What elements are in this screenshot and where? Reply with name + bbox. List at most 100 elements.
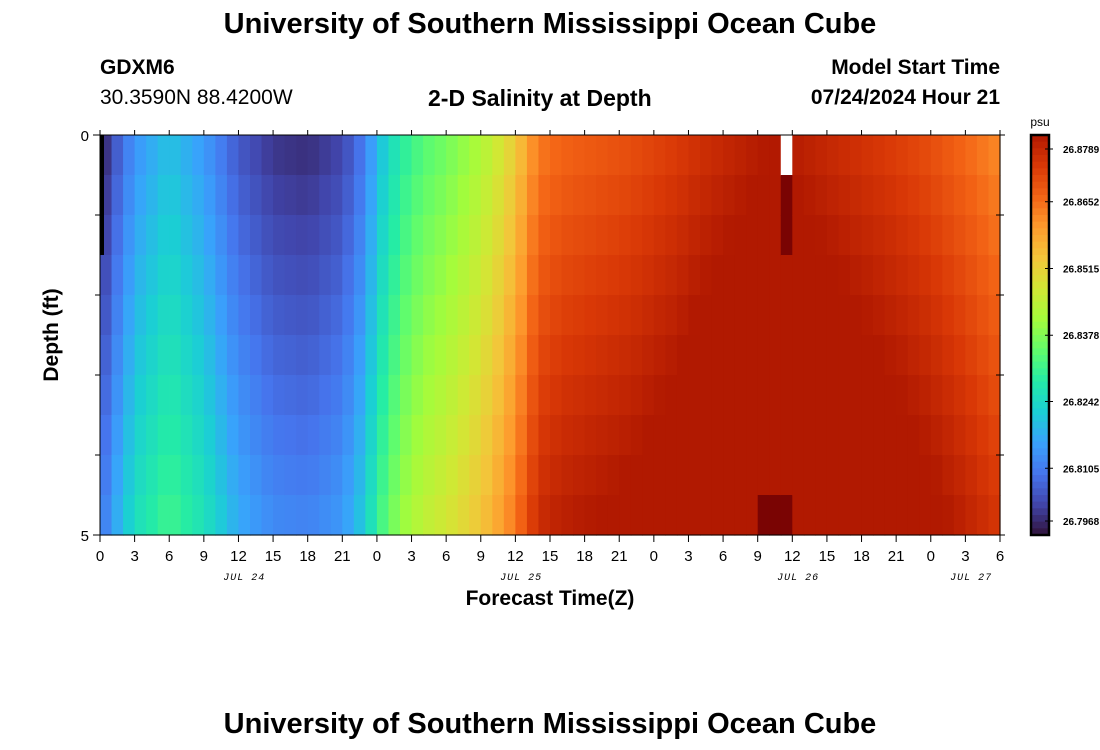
heatmap-cell	[400, 335, 413, 376]
heatmap-cell	[365, 375, 378, 416]
heatmap-cell	[573, 455, 586, 496]
x-tick-label: 0	[373, 548, 381, 565]
heatmap-cell	[619, 335, 632, 376]
heatmap-cell	[203, 495, 216, 536]
heatmap-cell	[596, 375, 609, 416]
heatmap-cell	[861, 415, 874, 456]
heatmap-cell	[792, 135, 805, 176]
heatmap-cell	[711, 295, 724, 336]
heatmap-cell	[342, 415, 355, 456]
heatmap-cell	[619, 135, 632, 176]
heatmap-cell	[561, 495, 574, 536]
heatmap-cell	[676, 135, 690, 176]
heatmap-cell	[353, 335, 366, 376]
heatmap-cell	[215, 255, 228, 296]
heatmap-cell	[965, 135, 978, 176]
heatmap-cell	[700, 175, 713, 216]
heatmap-cell	[746, 375, 759, 416]
heatmap-cell	[723, 215, 736, 256]
heatmap-cell	[330, 375, 343, 416]
heatmap-cell	[307, 175, 320, 216]
heatmap-cell	[434, 495, 447, 536]
heatmap-cell	[700, 455, 713, 496]
heatmap-cell	[353, 135, 366, 176]
heatmap-cell	[861, 375, 874, 416]
heatmap-cell	[526, 175, 540, 216]
heatmap-cell	[411, 135, 424, 176]
x-tick-label: 18	[853, 548, 870, 565]
heatmap-cell	[157, 375, 170, 416]
x-tick-label: 21	[888, 548, 905, 565]
heatmap-cell	[953, 215, 966, 256]
heatmap-cell	[261, 175, 274, 216]
heatmap-cell	[169, 375, 182, 416]
heatmap-cell	[215, 335, 228, 376]
heatmap-cell	[423, 495, 436, 536]
heatmap-cell	[653, 255, 666, 296]
heatmap-cell	[100, 295, 113, 336]
heatmap-cell	[792, 455, 805, 496]
x-tick-label: 3	[130, 548, 138, 565]
heatmap-cell	[538, 495, 551, 536]
colorbar-segment	[1031, 328, 1049, 336]
heatmap-cell	[284, 415, 297, 456]
heatmap-cell	[642, 255, 655, 296]
heatmap-cell	[503, 415, 516, 456]
heatmap-cell	[503, 135, 516, 176]
heatmap-cell	[203, 215, 216, 256]
heatmap-cell	[746, 415, 759, 456]
heatmap-cell	[192, 215, 205, 256]
heatmap-cell	[400, 415, 413, 456]
heatmap-cell	[492, 335, 505, 376]
heatmap-cell	[619, 255, 632, 296]
heatmap-cell	[480, 255, 493, 296]
heatmap-cell	[538, 215, 551, 256]
heatmap-cell	[676, 295, 690, 336]
heatmap-cell	[803, 135, 816, 176]
x-tick-label: 9	[754, 548, 762, 565]
heatmap-cell	[734, 335, 747, 376]
heatmap-cell	[100, 415, 113, 456]
heatmap-cell	[457, 175, 470, 216]
colorbar-segment	[1031, 461, 1049, 469]
heatmap-cell	[296, 375, 309, 416]
heatmap-cell	[273, 455, 286, 496]
heatmap-cell	[515, 335, 528, 376]
heatmap-cell	[307, 135, 320, 176]
heatmap-cell	[469, 255, 482, 296]
heatmap-cell	[873, 415, 886, 456]
colorbar-tick-label: 26.8652	[1063, 198, 1100, 209]
heatmap-cell	[157, 175, 170, 216]
heatmap-cell	[630, 335, 643, 376]
heatmap-cell	[596, 415, 609, 456]
heatmap-cell	[573, 335, 586, 376]
heatmap-cell	[826, 455, 840, 496]
heatmap-cell	[942, 335, 955, 376]
heatmap-cell	[388, 255, 401, 296]
heatmap-cell	[319, 495, 332, 536]
heatmap-cell	[376, 415, 390, 456]
heatmap-cell	[665, 415, 678, 456]
heatmap-cell	[261, 335, 274, 376]
heatmap-cell	[192, 255, 205, 296]
heatmap-cell	[307, 375, 320, 416]
heatmap-cell	[988, 335, 1001, 376]
heatmap-cell	[400, 495, 413, 536]
heatmap-cell	[526, 135, 540, 176]
heatmap-cell	[515, 455, 528, 496]
heatmap-cell	[423, 295, 436, 336]
colorbar-segment	[1031, 168, 1049, 176]
heatmap-cell	[723, 415, 736, 456]
heatmap-cell	[111, 375, 124, 416]
heatmap-cell	[734, 135, 747, 176]
heatmap-cell	[146, 295, 159, 336]
heatmap-cell	[723, 495, 736, 536]
heatmap-cell	[342, 175, 355, 216]
heatmap-cell	[573, 375, 586, 416]
heatmap-cell	[365, 455, 378, 496]
heatmap-cell	[780, 215, 793, 256]
heatmap-cell	[550, 375, 563, 416]
heatmap-cell	[596, 455, 609, 496]
heatmap-cell	[342, 295, 355, 336]
heatmap-cell	[953, 175, 966, 216]
